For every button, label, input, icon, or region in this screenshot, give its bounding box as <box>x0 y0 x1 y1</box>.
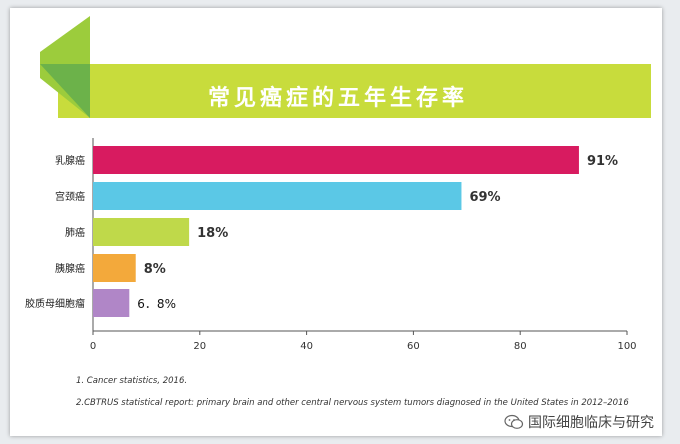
category-label: 胶质母细胞瘤 <box>25 297 85 310</box>
bar <box>93 146 579 174</box>
data-label: 91% <box>587 154 618 169</box>
watermark: 国际细胞临床与研究 <box>504 412 654 432</box>
bar <box>93 218 190 246</box>
bar <box>93 289 130 317</box>
title-banner <box>40 16 651 118</box>
data-label: 8% <box>144 262 166 277</box>
category-label: 胰腺癌 <box>55 262 85 275</box>
x-tick-label: 0 <box>90 341 96 352</box>
footnote-1: 1. Cancer statistics, 2016. <box>76 376 188 386</box>
chart-card: 常见癌症的五年生存率 0 20 40 60 80 100 乳腺癌 91% 宫颈癌 69% 肺癌 18%… <box>10 8 662 436</box>
category-label: 宫颈癌 <box>55 190 85 203</box>
footnote-2: 2.CBTRUS statistical report: primary bra… <box>76 398 629 408</box>
data-label: 6．8% <box>137 297 176 311</box>
x-tick-label: 80 <box>514 341 527 352</box>
category-label: 乳腺癌 <box>55 154 85 167</box>
x-tick-label: 20 <box>193 341 206 352</box>
wechat-icon <box>504 414 524 429</box>
x-tick-label: 60 <box>407 341 420 352</box>
banner-bar <box>58 64 651 118</box>
data-label: 18% <box>197 226 228 241</box>
watermark-text: 国际细胞临床与研究 <box>528 415 654 431</box>
arrow-dark-icon <box>40 64 90 118</box>
x-tick-label: 40 <box>300 341 313 352</box>
bar <box>93 254 136 282</box>
bar-chart: 0 20 40 60 80 100 乳腺癌 91% 宫颈癌 69% 肺癌 18% 胰腺癌 8% 胶质母细胞瘤… <box>25 138 637 352</box>
x-tick-label: 100 <box>617 341 636 352</box>
chart-title: 常见癌症的五年生存率 <box>207 86 468 111</box>
data-label: 69% <box>469 190 500 205</box>
bar <box>93 182 462 210</box>
category-label: 肺癌 <box>65 226 85 239</box>
